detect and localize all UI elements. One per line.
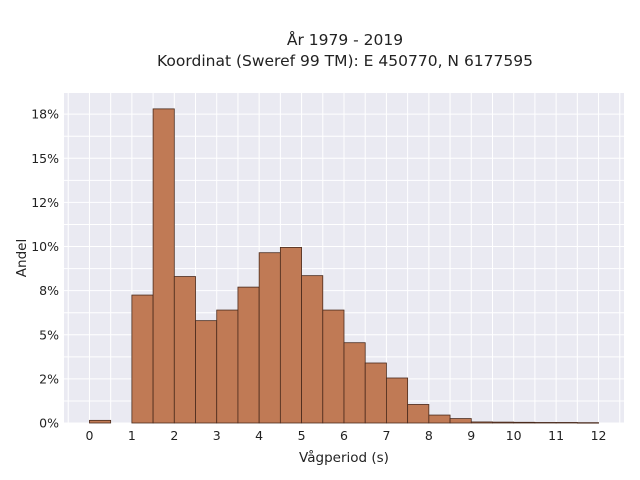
histogram-bar xyxy=(407,404,430,424)
y-tick-label: 2% xyxy=(39,371,59,386)
histogram-bar xyxy=(301,275,324,424)
bars xyxy=(89,108,599,424)
x-tick-label: 7 xyxy=(382,428,390,443)
histogram-bar xyxy=(386,377,409,424)
x-tick-label: 5 xyxy=(298,428,306,443)
histogram-bar xyxy=(492,421,515,424)
x-tick-label: 1 xyxy=(128,428,136,443)
y-tick-labels: 0% 2% 5% 8% 10% 12% 15% 18% xyxy=(31,107,59,431)
x-tick-label: 10 xyxy=(506,428,522,443)
histogram-bar xyxy=(576,422,599,424)
x-tick-label: 11 xyxy=(548,428,564,443)
x-tick-label: 8 xyxy=(425,428,433,443)
histogram-bar xyxy=(258,252,281,424)
x-tick-label: 2 xyxy=(170,428,178,443)
histogram-bar xyxy=(173,276,196,424)
y-tick-label: 12% xyxy=(31,195,59,210)
histogram-bar xyxy=(364,362,387,424)
y-tick-label: 18% xyxy=(31,107,59,122)
histogram-bar xyxy=(428,414,451,424)
histogram-bar xyxy=(343,342,366,424)
histogram-bar xyxy=(279,247,302,424)
chart-title-line2: Koordinat (Sweref 99 TM): E 450770, N 61… xyxy=(157,52,533,70)
histogram-bar xyxy=(237,286,260,424)
y-tick-label: 0% xyxy=(39,416,59,431)
histogram-bar xyxy=(534,422,557,424)
y-tick-label: 8% xyxy=(39,283,59,298)
x-tick-labels: 0 1 2 3 4 5 6 7 8 9 10 11 12 xyxy=(85,428,606,443)
histogram-bar xyxy=(152,108,175,424)
histogram-bar xyxy=(89,419,112,424)
y-axis-label: Andel xyxy=(14,239,30,277)
x-tick-label: 0 xyxy=(85,428,93,443)
x-tick-label: 12 xyxy=(591,428,607,443)
histogram-bar xyxy=(555,422,578,424)
x-tick-label: 4 xyxy=(255,428,263,443)
x-tick-label: 9 xyxy=(467,428,475,443)
x-axis-label: Vågperiod (s) xyxy=(299,449,389,466)
histogram-bar xyxy=(449,418,472,424)
y-tick-label: 10% xyxy=(31,239,59,254)
x-tick-label: 6 xyxy=(340,428,348,443)
histogram-bar xyxy=(470,421,493,424)
histogram-bar xyxy=(513,421,536,424)
histogram-bar xyxy=(216,309,239,424)
histogram-bar xyxy=(195,320,218,424)
y-tick-label: 5% xyxy=(39,327,59,342)
y-tick-label: 15% xyxy=(31,151,59,166)
x-tick-label: 3 xyxy=(213,428,221,443)
histogram-bar xyxy=(131,294,154,424)
histogram-bar xyxy=(322,309,345,424)
chart-title-line1: År 1979 - 2019 xyxy=(287,30,403,49)
